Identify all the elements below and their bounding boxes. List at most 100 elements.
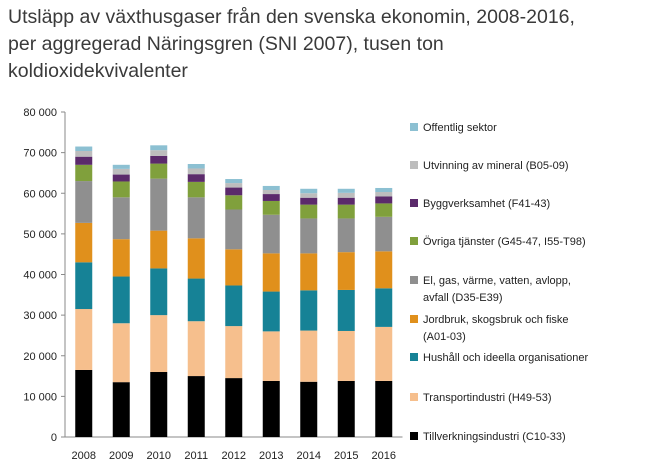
chart-title-line-1: Utsläpp av växthusgaser från den svenska… bbox=[8, 6, 575, 28]
bar-segment bbox=[75, 369, 93, 437]
bar-segment bbox=[225, 179, 243, 184]
bar-segment bbox=[187, 174, 205, 182]
x-tick-label: 2012 bbox=[222, 450, 246, 462]
bar-segment bbox=[262, 253, 280, 292]
bars bbox=[75, 145, 393, 437]
bar-segment bbox=[300, 218, 318, 254]
legend-label: El, gas, värme, vatten, avlopp, avfall (D… bbox=[423, 275, 571, 304]
bar-segment bbox=[150, 178, 168, 231]
bar-segment bbox=[337, 252, 355, 290]
bar-segment bbox=[300, 188, 318, 194]
bar-segment bbox=[300, 204, 318, 219]
bar-segment bbox=[225, 285, 243, 327]
bar-segment bbox=[150, 372, 168, 437]
legend-swatch bbox=[410, 199, 418, 207]
chart-title-line-3: koldioxidekvivalenter bbox=[8, 60, 188, 82]
x-tick-label: 2016 bbox=[372, 450, 396, 462]
legend-swatch bbox=[410, 353, 418, 361]
bar-segment bbox=[187, 376, 205, 437]
y-tick-label: 10 000 bbox=[23, 391, 57, 403]
x-tick-label: 2011 bbox=[184, 450, 208, 462]
bar-segment bbox=[375, 288, 393, 327]
bar-segment bbox=[300, 197, 318, 205]
bar-segment bbox=[262, 200, 280, 215]
bar-segment bbox=[75, 181, 93, 223]
bar-segment bbox=[75, 222, 93, 263]
bar-segment bbox=[75, 262, 93, 310]
bar-segment bbox=[112, 382, 130, 437]
bar-segment bbox=[112, 276, 130, 324]
bar-segment bbox=[225, 249, 243, 286]
y-tick-label: 70 000 bbox=[23, 148, 57, 160]
chart-title-line-2: per aggregerad Näringsgren (SNI 2007), t… bbox=[8, 33, 444, 55]
legend-swatch bbox=[410, 276, 418, 284]
bar-segment bbox=[375, 196, 393, 204]
bar-segment bbox=[75, 156, 93, 165]
bar-segment bbox=[337, 192, 355, 198]
bar-segment bbox=[337, 188, 355, 193]
bar-segment bbox=[187, 197, 205, 239]
legend-swatch bbox=[410, 237, 418, 245]
bar-segment bbox=[150, 145, 168, 151]
bar-segment bbox=[150, 163, 168, 179]
bar-segment bbox=[75, 146, 93, 151]
bar-segment bbox=[75, 164, 93, 182]
bar-segment bbox=[187, 278, 205, 322]
bar-segment bbox=[300, 253, 318, 291]
bar-segment bbox=[187, 238, 205, 279]
bar-segment bbox=[300, 330, 318, 382]
bar-segment bbox=[375, 326, 393, 381]
legend-label: Offentlig sektor bbox=[423, 122, 497, 134]
x-tick-label: 2010 bbox=[147, 450, 171, 462]
bar-segment bbox=[337, 204, 355, 219]
y-tick-label: 60 000 bbox=[23, 188, 57, 200]
bar-segment bbox=[150, 150, 168, 156]
bar-segment bbox=[187, 181, 205, 198]
bar-segment bbox=[262, 190, 280, 195]
chart-title: Utsläpp av växthusgaser från den svenska… bbox=[8, 4, 648, 85]
bar-segment bbox=[300, 193, 318, 198]
y-tick-label: 20 000 bbox=[23, 351, 57, 363]
bar-segment bbox=[337, 197, 355, 205]
bar-segment bbox=[225, 209, 243, 250]
bar-segment bbox=[112, 174, 130, 182]
bar-segment bbox=[375, 187, 393, 193]
y-tick-label: 80 000 bbox=[23, 107, 57, 119]
bar-segment bbox=[150, 268, 168, 316]
x-tick-label: 2009 bbox=[109, 450, 133, 462]
bar-segment bbox=[375, 380, 393, 437]
bar-segment bbox=[262, 214, 280, 254]
x-tick-label: 2013 bbox=[259, 450, 283, 462]
bar-segment bbox=[150, 155, 168, 164]
bar-segment bbox=[262, 331, 280, 381]
bar-segment bbox=[150, 230, 168, 269]
bar-segment bbox=[262, 380, 280, 437]
x-tick-label: 2015 bbox=[334, 450, 358, 462]
bar-segment bbox=[225, 195, 243, 210]
x-tick-label: 2014 bbox=[297, 450, 321, 462]
bar-segment bbox=[375, 251, 393, 289]
bar-segment bbox=[225, 183, 243, 188]
bar-segment bbox=[75, 309, 93, 370]
bar-segment bbox=[225, 326, 243, 379]
legend-label: Utvinning av mineral (B05-09) bbox=[423, 160, 569, 172]
bar-segment bbox=[187, 164, 205, 169]
legend: Offentlig sektor Utvinning av mineral (B0… bbox=[410, 122, 588, 443]
legend-label: Hushåll och ideella organisationer bbox=[423, 352, 588, 364]
legend-swatch bbox=[410, 432, 418, 440]
bar-segment bbox=[112, 239, 130, 277]
bar-segment bbox=[337, 330, 355, 381]
legend-swatch bbox=[410, 123, 418, 131]
bar-segment bbox=[300, 290, 318, 331]
legend-label: Byggverksamhet (F41-43) bbox=[423, 198, 550, 210]
bar-segment bbox=[75, 151, 93, 157]
bar-segment bbox=[375, 216, 393, 252]
bar-segment bbox=[225, 187, 243, 196]
bar-segment bbox=[112, 181, 130, 198]
bar-segment bbox=[262, 185, 280, 190]
legend-swatch bbox=[410, 315, 418, 323]
bar-segment bbox=[225, 378, 243, 437]
legend-label: Transportindustri (H49-53) bbox=[423, 392, 552, 404]
bar-segment bbox=[187, 321, 205, 377]
